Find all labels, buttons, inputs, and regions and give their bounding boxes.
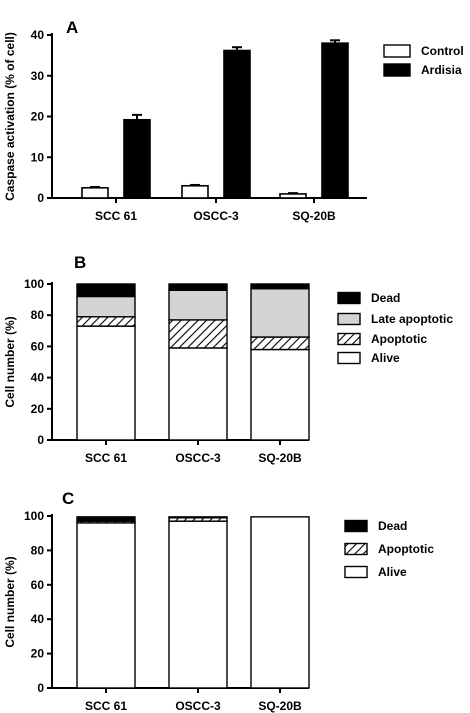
x-tick-label: SQ-20B — [258, 451, 302, 465]
bar-ardisia — [223, 49, 251, 199]
y-axis-label: Caspase activation (% of cell) — [3, 32, 17, 201]
legend-label: Dead — [378, 519, 407, 533]
x-tick-label: OSCC-3 — [193, 209, 239, 223]
bar-control — [181, 184, 209, 199]
y-axis-label: Cell number (%) — [3, 316, 17, 407]
y-tick-label: 30 — [31, 69, 45, 83]
legend-label: Apoptotic — [378, 542, 434, 556]
bar-segment-alive — [168, 520, 228, 689]
bar-segment-alive — [250, 516, 310, 689]
legend-swatch — [337, 291, 361, 305]
y-tick-label: 0 — [37, 191, 44, 205]
chart-panel-c: C 0 20 40 60 80 100 Cell number (%) SCC 61 OSCC-3… — [3, 489, 434, 713]
y-tick-label: 40 — [31, 612, 45, 626]
legend-label: Alive — [371, 351, 400, 365]
y-axis-label: Cell number (%) — [3, 556, 17, 647]
legend-swatch — [337, 312, 361, 326]
legend-label: Ardisia — [421, 63, 462, 77]
x-tick-label: SCC 61 — [85, 451, 127, 465]
x-tick-label: SQ-20B — [292, 209, 336, 223]
bar-segment-apoptotic — [168, 319, 228, 349]
legend-swatch — [383, 44, 411, 58]
bar-control — [279, 193, 307, 199]
bar-segment-dead — [76, 283, 136, 298]
legend-label: Late apoptotic — [371, 312, 453, 326]
legend-swatch — [337, 351, 361, 365]
bar-segment-late-apoptotic — [250, 287, 310, 338]
legend-swatch — [344, 565, 368, 579]
y-tick-label: 20 — [31, 110, 45, 124]
x-tick-label: OSCC-3 — [175, 451, 221, 465]
legend-label: Control — [421, 44, 464, 58]
y-tick-label: 40 — [31, 371, 45, 385]
y-tick-label: 80 — [31, 543, 45, 557]
legend-swatch — [344, 542, 368, 556]
bar-control — [81, 187, 109, 199]
bar-segment-alive — [250, 348, 310, 441]
bar-segment-dead — [168, 283, 228, 291]
bar-segment-late-apoptotic — [168, 289, 228, 321]
bar-segment-alive — [76, 522, 136, 689]
y-tick-label: 60 — [31, 578, 45, 592]
bar-ardisia — [123, 118, 151, 199]
x-tick-label: SCC 61 — [85, 699, 127, 713]
legend-swatch — [344, 519, 368, 533]
chart-panel-a: A 0 10 20 30 40 Caspase activation (% of cell)… — [3, 18, 464, 223]
y-tick-label: 60 — [31, 339, 45, 353]
x-tick-label: SCC 61 — [95, 209, 137, 223]
y-tick-label: 40 — [31, 28, 45, 42]
bar-segment-alive — [168, 347, 228, 441]
y-tick-label: 0 — [37, 433, 44, 447]
y-tick-label: 100 — [24, 277, 44, 291]
panel-letter: A — [66, 18, 78, 37]
y-tick-label: 20 — [31, 647, 45, 661]
legend-swatch — [337, 332, 361, 346]
bar-segment-dead — [168, 516, 228, 519]
legend-label: Apoptotic — [371, 332, 427, 346]
legend-swatch — [383, 63, 411, 77]
panel-letter: B — [74, 253, 86, 272]
legend-label: Dead — [371, 291, 400, 305]
legend: Dead Apoptotic Alive — [344, 519, 434, 579]
y-tick-label: 10 — [31, 150, 45, 164]
panel-letter: C — [62, 489, 74, 508]
x-tick-label: SQ-20B — [258, 699, 302, 713]
y-tick-label: 0 — [37, 681, 44, 695]
bar-segment-apoptotic — [250, 336, 310, 351]
bar-segment-alive — [76, 325, 136, 441]
legend-label: Alive — [378, 565, 407, 579]
x-tick-label: OSCC-3 — [175, 699, 221, 713]
bar-segment-apoptotic — [76, 316, 136, 327]
y-tick-label: 100 — [24, 509, 44, 523]
legend: Dead Late apoptotic Apoptotic Alive — [337, 291, 453, 365]
y-tick-label: 20 — [31, 402, 45, 416]
bar-segment-late-apoptotic — [76, 295, 136, 318]
legend: Control Ardisia — [383, 44, 464, 77]
bar-segment-dead — [250, 283, 310, 290]
bar-segment-dead — [76, 516, 136, 522]
chart-panel-b: B 0 20 40 60 80 100 Cell number (%) SCC 61 OSCC-3… — [3, 253, 453, 465]
bar-ardisia — [321, 42, 349, 199]
y-tick-label: 80 — [31, 308, 45, 322]
